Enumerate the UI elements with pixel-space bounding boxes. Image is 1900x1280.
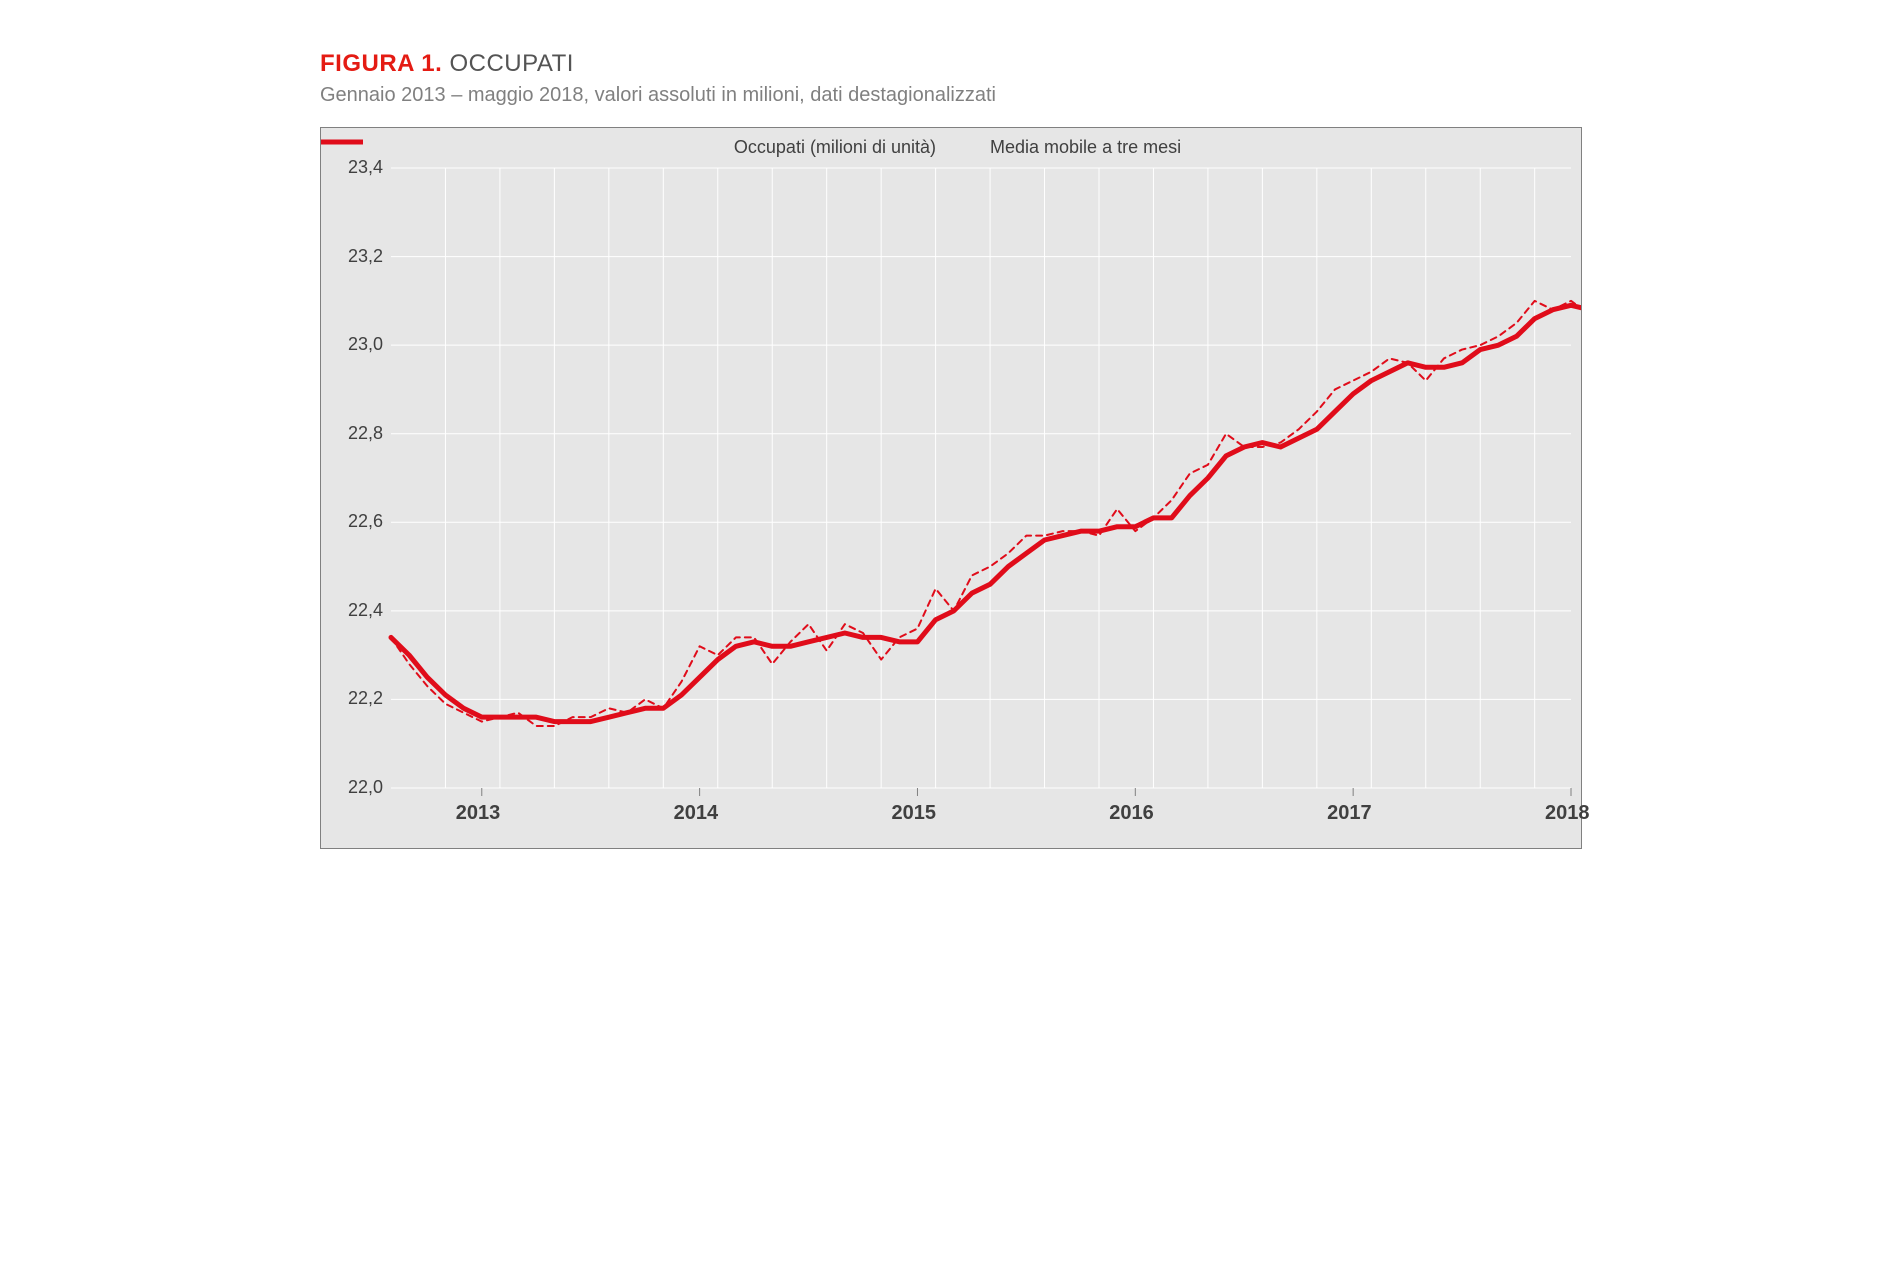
legend: Occupati (milioni di unità) Media mobile… bbox=[321, 136, 1581, 158]
title-prefix: FIGURA 1. bbox=[320, 50, 442, 77]
x-tick-label: 2014 bbox=[674, 802, 719, 825]
x-tick-label: 2017 bbox=[1327, 802, 1372, 825]
y-tick-label: 23,0 bbox=[348, 334, 383, 355]
title-suffix: OCCUPATI bbox=[449, 50, 573, 77]
legend-label-2: Media mobile a tre mesi bbox=[990, 137, 1181, 157]
y-tick-label: 22,6 bbox=[348, 511, 383, 532]
x-tick-label: 2018 bbox=[1545, 802, 1590, 825]
y-tick-label: 23,2 bbox=[348, 246, 383, 267]
chart-area: Occupati (milioni di unità) Media mobile… bbox=[320, 127, 1582, 849]
y-tick-label: 22,8 bbox=[348, 423, 383, 444]
legend-label-1: Occupati (milioni di unità) bbox=[734, 137, 936, 157]
y-tick-label: 22,4 bbox=[348, 600, 383, 621]
y-tick-label: 23,4 bbox=[348, 157, 383, 178]
figure-subtitle: Gennaio 2013 – maggio 2018, valori assol… bbox=[320, 84, 1580, 107]
x-tick-label: 2015 bbox=[891, 802, 936, 825]
x-tick-label: 2016 bbox=[1109, 802, 1154, 825]
figure-title: FIGURA 1. OCCUPATI bbox=[320, 50, 1580, 78]
chart-svg bbox=[321, 128, 1581, 848]
x-tick-label: 2013 bbox=[456, 802, 501, 825]
y-tick-label: 22,2 bbox=[348, 688, 383, 709]
y-tick-label: 22,0 bbox=[348, 777, 383, 798]
